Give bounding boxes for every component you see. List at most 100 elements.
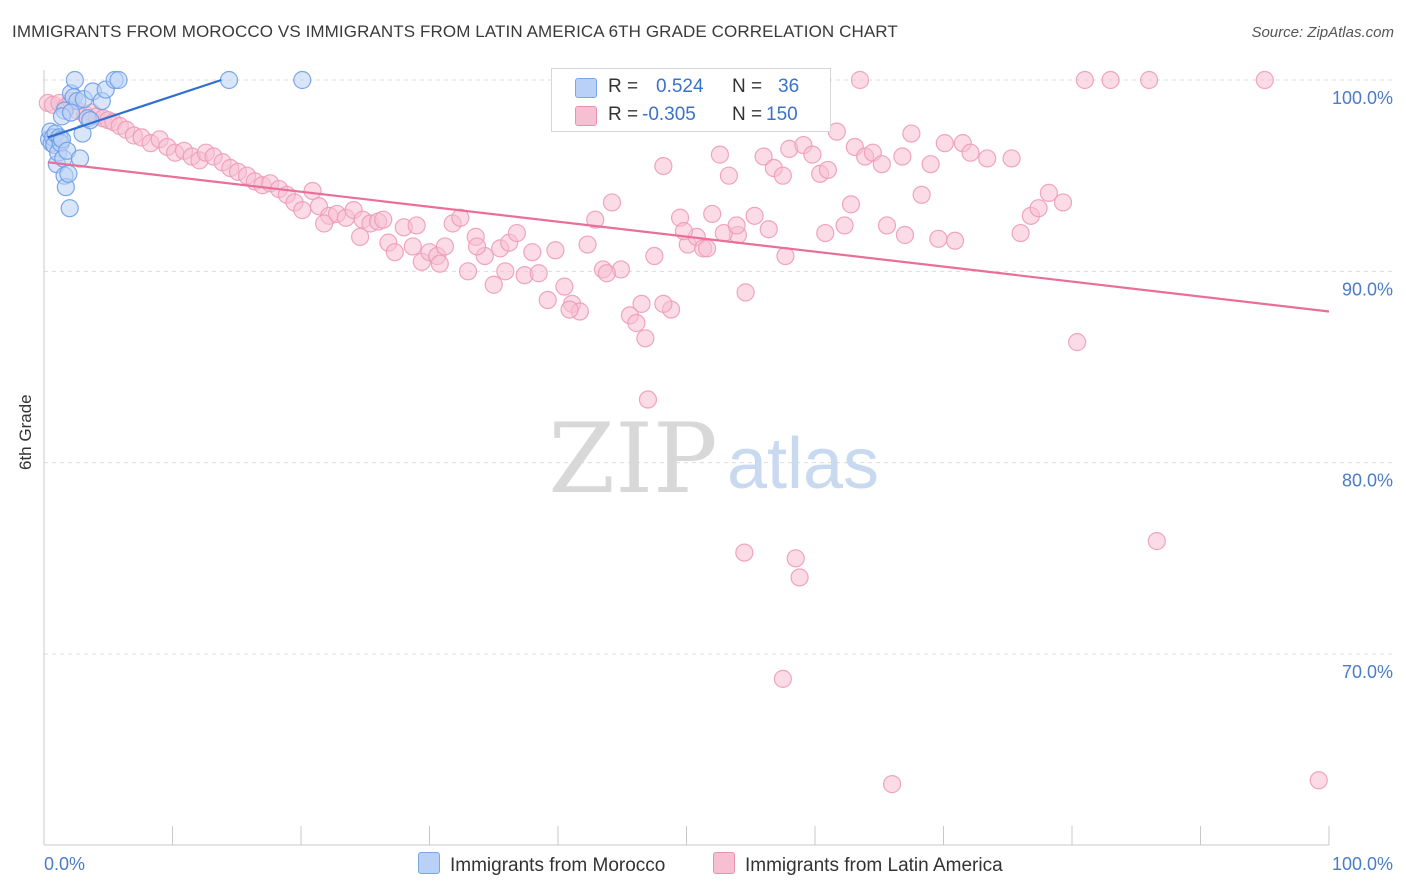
data-point-latin-america — [1139, 70, 1159, 90]
y-tick-label: 100.0% — [1332, 88, 1393, 108]
legend-label-morocco: Immigrants from Morocco — [450, 855, 666, 876]
legend-swatch-morocco — [575, 78, 597, 98]
trend-line-morocco — [47, 78, 222, 139]
data-point-latin-america — [645, 246, 664, 266]
data-point-morocco — [219, 70, 239, 90]
data-point-morocco — [109, 70, 128, 90]
legend-r-value-morocco: 0.524 — [656, 76, 704, 97]
data-point-latin-america — [385, 243, 404, 262]
data-point-latin-america — [935, 134, 954, 153]
data-point-latin-america — [293, 201, 312, 220]
data-point-latin-america — [1011, 223, 1030, 243]
legend-label-latin: Immigrants from Latin America — [745, 855, 1003, 876]
data-point-morocco — [61, 103, 81, 122]
data-point-latin-america — [735, 543, 754, 562]
data-point-latin-america — [773, 669, 792, 688]
data-point-latin-america — [786, 549, 805, 568]
data-point-latin-america — [719, 166, 739, 185]
data-point-latin-america — [654, 157, 673, 176]
data-point-latin-america — [546, 241, 565, 260]
data-point-latin-america — [1039, 183, 1058, 202]
data-point-latin-america — [303, 181, 322, 201]
legend-r-value-latin: -0.305 — [642, 104, 696, 125]
data-point-latin-america — [697, 239, 717, 258]
data-point-latin-america — [776, 246, 795, 266]
data-point-latin-america — [703, 204, 722, 224]
data-point-latin-america — [893, 147, 912, 166]
data-point-morocco — [60, 199, 79, 218]
data-point-latin-america — [538, 290, 557, 310]
y-axis-label: 6th Grade — [16, 394, 35, 470]
data-point-morocco — [293, 70, 312, 90]
data-point-latin-america — [872, 155, 891, 174]
legend-n-label: N = — [732, 104, 763, 125]
data-point-latin-america — [1075, 70, 1094, 90]
data-point-latin-america — [1101, 70, 1120, 90]
data-point-latin-america — [627, 313, 646, 333]
data-point-latin-america — [727, 216, 746, 235]
source-label: Source: ZipAtlas.com — [1251, 24, 1394, 41]
data-point-latin-america — [597, 264, 616, 283]
data-point-latin-america — [638, 390, 658, 409]
data-point-latin-america — [507, 223, 526, 243]
watermark: ZIP atlas — [548, 403, 879, 515]
data-point-latin-america — [803, 145, 822, 164]
data-point-latin-america — [555, 277, 574, 296]
data-point-latin-america — [1309, 771, 1328, 790]
x-tick-label: 100.0% — [1332, 854, 1393, 874]
legend-n-label: N = — [732, 76, 763, 97]
data-point-latin-america — [578, 235, 597, 254]
legend-swatch-latin — [713, 852, 735, 874]
data-point-latin-america — [882, 775, 902, 794]
y-tick-label: 70.0% — [1342, 662, 1393, 682]
data-point-latin-america — [816, 223, 835, 243]
legend-n-value-morocco: 36 — [778, 76, 800, 97]
data-point-latin-america — [912, 185, 931, 204]
data-point-latin-america — [759, 220, 778, 239]
legend-item-morocco[interactable]: Immigrants from Morocco — [418, 852, 665, 877]
legend-swatch-latin — [575, 106, 597, 126]
legend-swatch-morocco — [418, 852, 440, 874]
x-tick-label: 0.0% — [44, 854, 85, 874]
trend-line-latin-america — [47, 161, 1330, 313]
data-point-latin-america — [978, 149, 997, 168]
data-point-latin-america — [850, 70, 870, 90]
data-point-latin-america — [529, 264, 548, 283]
data-point-latin-america — [523, 243, 542, 262]
data-point-latin-america — [921, 155, 940, 174]
data-point-latin-america — [1053, 193, 1073, 212]
legend-r-label: R = — [608, 76, 639, 97]
watermark-atlas: atlas — [727, 424, 879, 504]
data-point-latin-america — [1255, 70, 1274, 90]
axes — [43, 70, 1330, 846]
data-point-latin-america — [496, 262, 515, 281]
data-point-latin-america — [754, 147, 773, 166]
y-tick-label: 80.0% — [1342, 471, 1393, 491]
legend-item-latin[interactable]: Immigrants from Latin America — [713, 852, 1003, 877]
stats-legend-row-latin: R = -0.305 N = 150 — [552, 101, 830, 129]
data-point-latin-america — [773, 166, 792, 185]
data-point-latin-america — [835, 216, 854, 235]
data-point-latin-america — [745, 206, 764, 225]
stats-legend-row-morocco: R = 0.524 N = 36 — [552, 73, 830, 101]
data-point-latin-america — [710, 145, 730, 164]
series-morocco — [40, 70, 312, 218]
stats-legend: R = 0.524 N = 36 R = -0.305 N = 150 — [551, 68, 831, 132]
series-legend: Immigrants from Morocco Immigrants from … — [0, 852, 1406, 878]
data-point-latin-america — [435, 237, 455, 256]
tick-labels: 70.0% 80.0% 90.0% 100.0% 0.0% 100.0% — [44, 88, 1393, 874]
data-point-latin-america — [902, 124, 921, 143]
data-point-latin-america — [315, 214, 334, 233]
data-point-latin-america — [351, 227, 370, 246]
data-point-latin-america — [374, 210, 393, 229]
y-tick-label: 90.0% — [1342, 279, 1393, 299]
data-point-latin-america — [961, 143, 980, 162]
data-point-latin-america — [1068, 333, 1087, 352]
data-point-latin-america — [1147, 532, 1166, 551]
data-point-latin-america — [560, 300, 579, 319]
data-point-morocco — [59, 164, 78, 183]
data-point-latin-america — [636, 329, 655, 348]
data-point-latin-america — [929, 229, 948, 248]
data-point-latin-america — [602, 193, 622, 212]
